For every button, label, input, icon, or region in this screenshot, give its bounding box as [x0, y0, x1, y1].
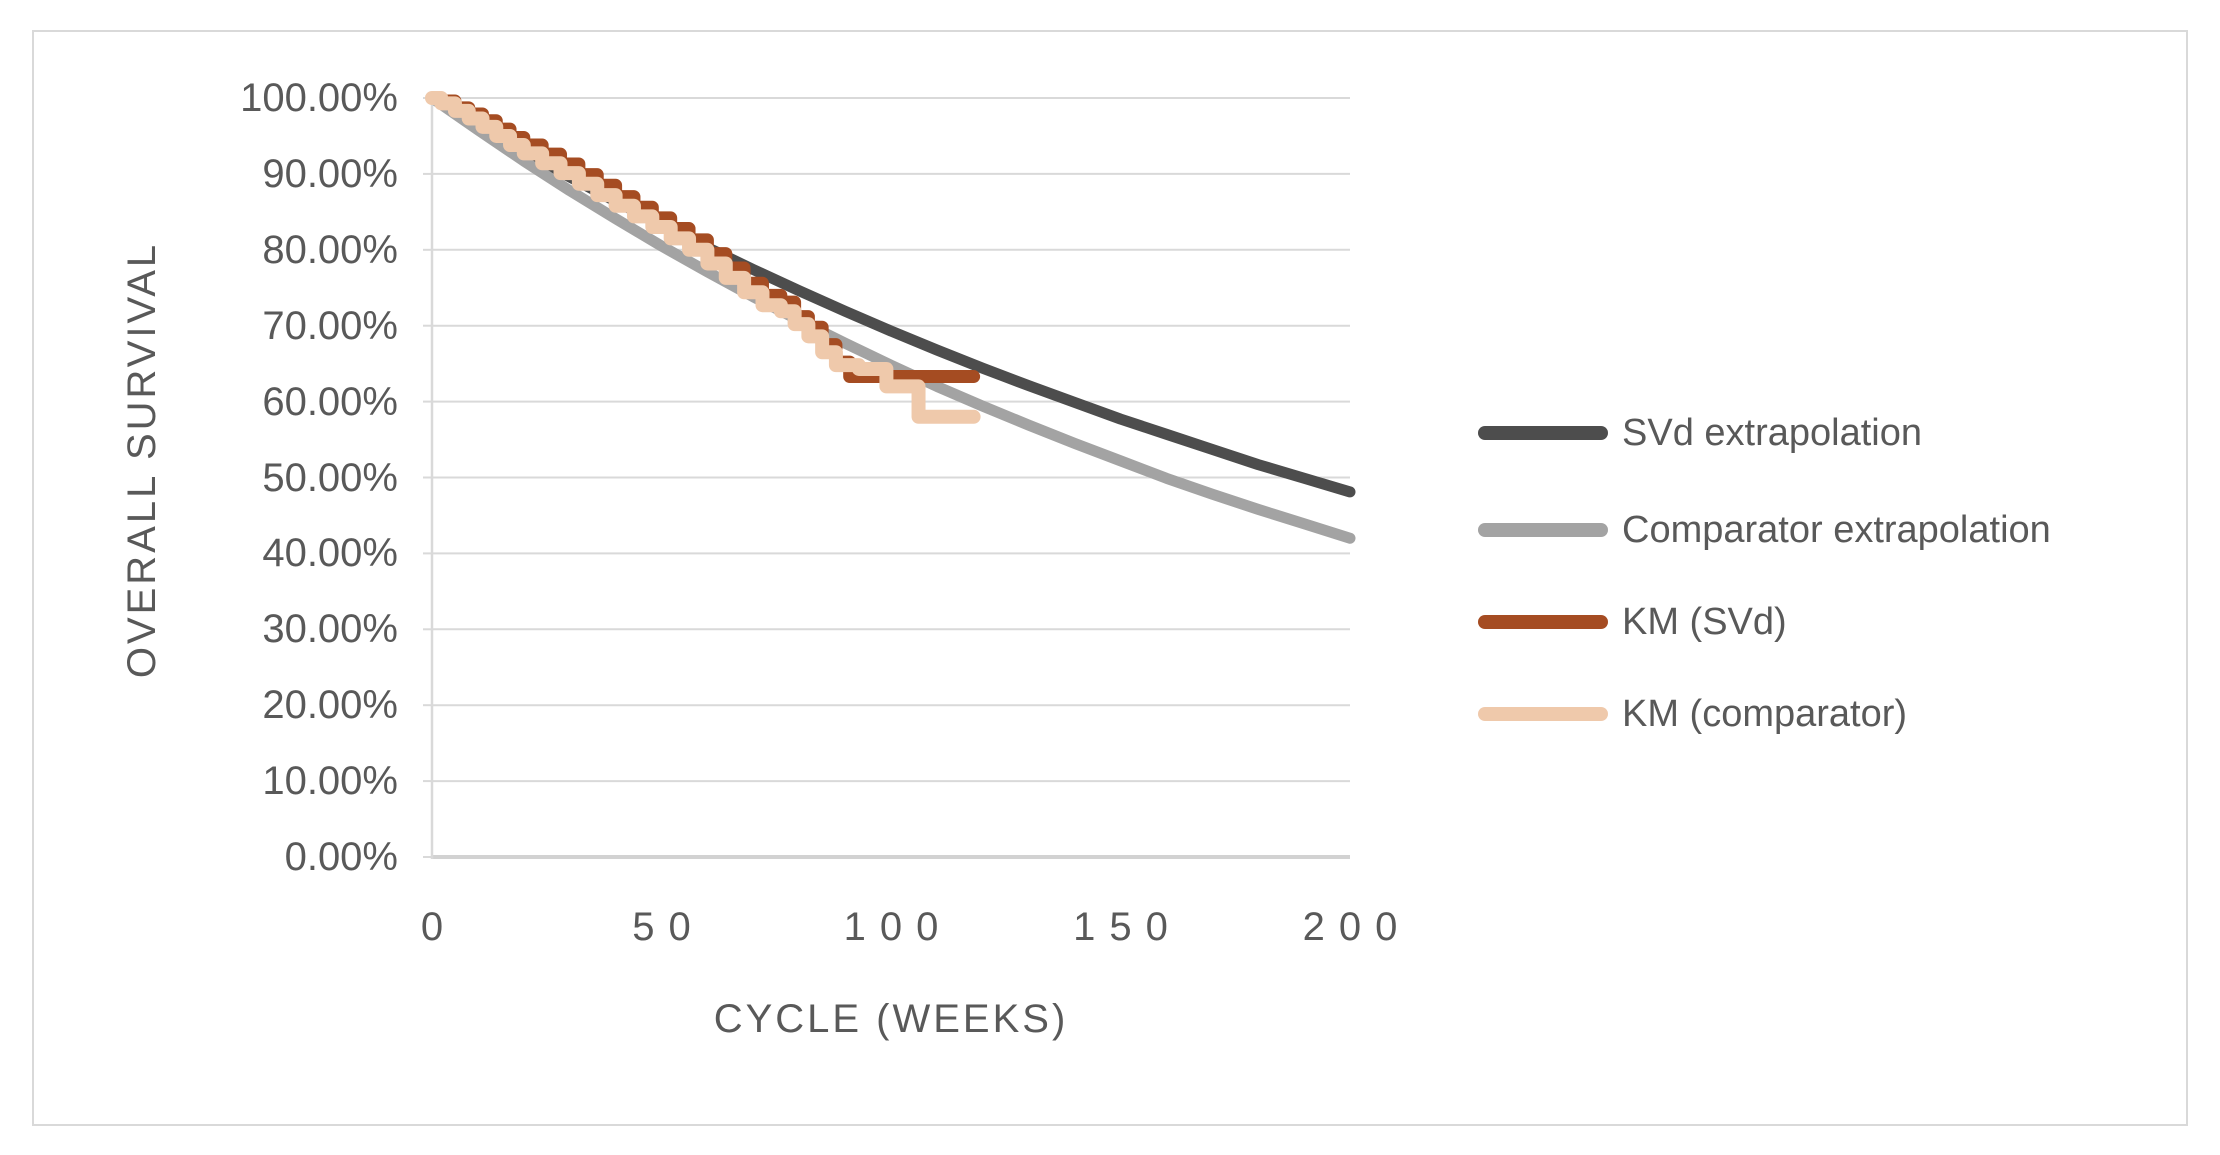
legend-item: Comparator extrapolation [1478, 506, 2051, 554]
y-tick-label: 60.00% [262, 379, 398, 424]
legend-item: KM (comparator) [1478, 690, 1907, 738]
legend-item: SVd extrapolation [1478, 409, 1922, 457]
chart-area-border [32, 30, 2188, 1126]
x-tick-label: 50 [632, 905, 705, 949]
x-tick-label: 200 [1302, 905, 1412, 949]
y-tick-label: 70.00% [262, 303, 398, 348]
x-axis-title: CYCLE (WEEKS) [713, 997, 1069, 1041]
series-line-km-comparator- [425, 91, 981, 424]
y-tick-label: 30.00% [262, 607, 398, 652]
y-tick-label: 80.00% [262, 227, 398, 272]
y-tick-label: 90.00% [262, 151, 398, 196]
legend-label: SVd extrapolation [1622, 412, 1922, 454]
legend-swatch-icon [1478, 426, 1608, 440]
legend-label: KM (comparator) [1622, 693, 1908, 735]
series-line-svd-extrapolation [426, 92, 1356, 498]
y-tick-label: 10.00% [262, 759, 398, 804]
legend-label: Comparator extrapolation [1622, 509, 2051, 551]
y-tick-label: 40.00% [262, 531, 398, 576]
y-tick-label: 100.00% [240, 76, 398, 120]
y-tick-label: 50.00% [262, 455, 398, 500]
x-tick-label: 0 [420, 905, 458, 949]
x-tick-label: 150 [1073, 905, 1182, 949]
y-tick-label: 20.00% [262, 683, 398, 728]
legend-swatch-icon [1478, 707, 1608, 721]
y-tick-label: 0.00% [284, 835, 398, 879]
legend-swatch-icon [1478, 615, 1608, 629]
legend-swatch-icon [1478, 523, 1608, 537]
legend-item: KM (SVd) [1478, 598, 1787, 646]
legend-label: KM (SVd) [1622, 601, 1787, 643]
x-tick-label: 100 [843, 905, 953, 949]
